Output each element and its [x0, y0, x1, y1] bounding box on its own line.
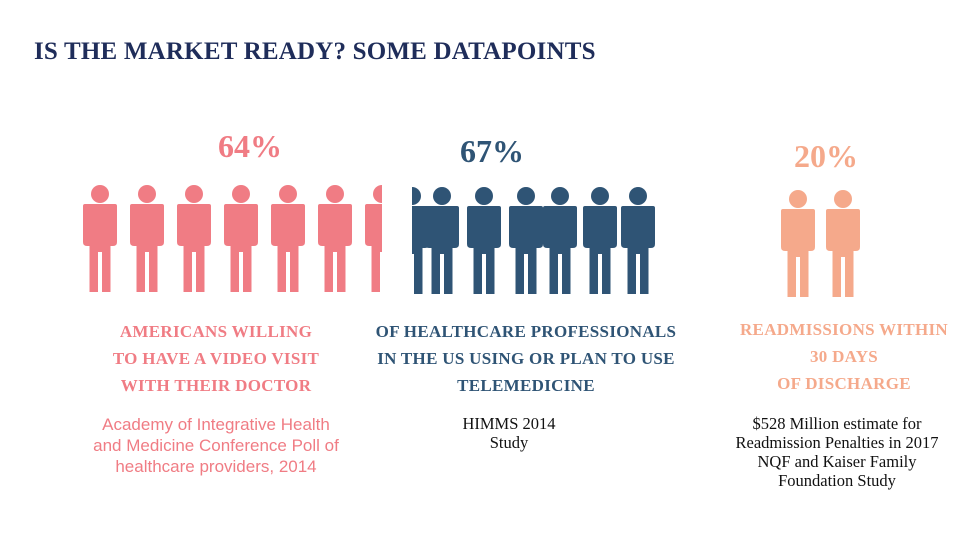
stat-source: $528 Million estimate for Readmission Pe…: [735, 414, 939, 490]
stat-percent: 20%: [794, 138, 858, 174]
stat-source: Academy of Integrative Health and Medici…: [93, 415, 339, 476]
stat-caption: AMERICANS WILLING TO HAVE A VIDEO VISIT …: [112, 322, 320, 395]
person-icon: [83, 185, 117, 292]
page-title: IS THE MARKET READY? SOME DATAPOINTS: [34, 38, 596, 65]
person-icon: [543, 187, 577, 294]
people-group-icon: [83, 185, 382, 292]
stat-source: HIMMS 2014 Study: [462, 414, 556, 452]
person-icon: [781, 190, 815, 297]
person-icon: [177, 185, 211, 292]
people-group-icon: [412, 187, 655, 294]
person-icon: [509, 187, 543, 294]
person-icon: [271, 185, 305, 292]
partial-person-icon: [412, 187, 429, 294]
stat-percent: 67%: [460, 133, 524, 169]
person-icon: [583, 187, 617, 294]
person-icon: [621, 187, 655, 294]
person-icon: [467, 187, 501, 294]
person-icon: [425, 187, 459, 294]
person-icon: [318, 185, 352, 292]
person-icon: [130, 185, 164, 292]
stat-caption: OF HEALTHCARE PROFESSIONALS IN THE US US…: [375, 322, 677, 395]
person-icon: [826, 190, 860, 297]
stat-caption: READMISSIONS WITHIN 30 DAYS OF DISCHARGE: [739, 320, 949, 393]
partial-person-icon: [365, 185, 382, 292]
person-icon: [224, 185, 258, 292]
stat-percent: 64%: [218, 128, 282, 164]
people-group-icon: [781, 190, 860, 297]
